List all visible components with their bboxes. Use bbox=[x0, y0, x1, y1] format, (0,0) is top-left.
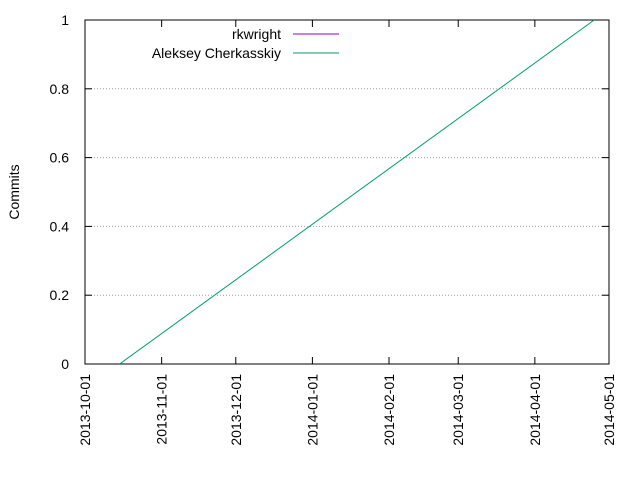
legend-label-1: Aleksey Cherkasskiy bbox=[152, 45, 281, 61]
x-tick-label: 2014-04-01 bbox=[527, 374, 543, 446]
y-tick-label: 0 bbox=[61, 356, 69, 372]
x-tick-label: 2014-02-01 bbox=[381, 374, 397, 446]
legend: rkwright Aleksey Cherkasskiy bbox=[152, 26, 339, 61]
y-axis-label: Commits bbox=[6, 164, 22, 219]
y-tick-label: 0.8 bbox=[50, 81, 70, 97]
series-layer bbox=[119, 20, 595, 364]
legend-label-0: rkwright bbox=[232, 26, 281, 42]
y-tick-label: 0.4 bbox=[50, 218, 70, 234]
x-tick-label: 2013-10-01 bbox=[77, 374, 93, 446]
grid-layer bbox=[85, 88, 609, 296]
x-tick-label: 2013-11-01 bbox=[154, 374, 170, 445]
y-tick-label: 0.2 bbox=[50, 287, 70, 303]
x-tick-label: 2013-12-01 bbox=[228, 374, 244, 446]
x-tick-label: 2014-05-01 bbox=[601, 374, 617, 446]
plot-frame bbox=[84, 19, 610, 365]
ticks-layer: 0 0.2 0.4 0.6 0.8 1 2013-10-01 2013-11-01 2013-1… bbox=[50, 12, 617, 446]
y-tick-label: 1 bbox=[61, 12, 69, 28]
x-tick-label: 2014-01-01 bbox=[304, 374, 320, 446]
x-tick-label: 2014-03-01 bbox=[450, 374, 466, 446]
y-tick-label: 0.6 bbox=[50, 150, 70, 166]
series-line-1 bbox=[119, 20, 595, 364]
